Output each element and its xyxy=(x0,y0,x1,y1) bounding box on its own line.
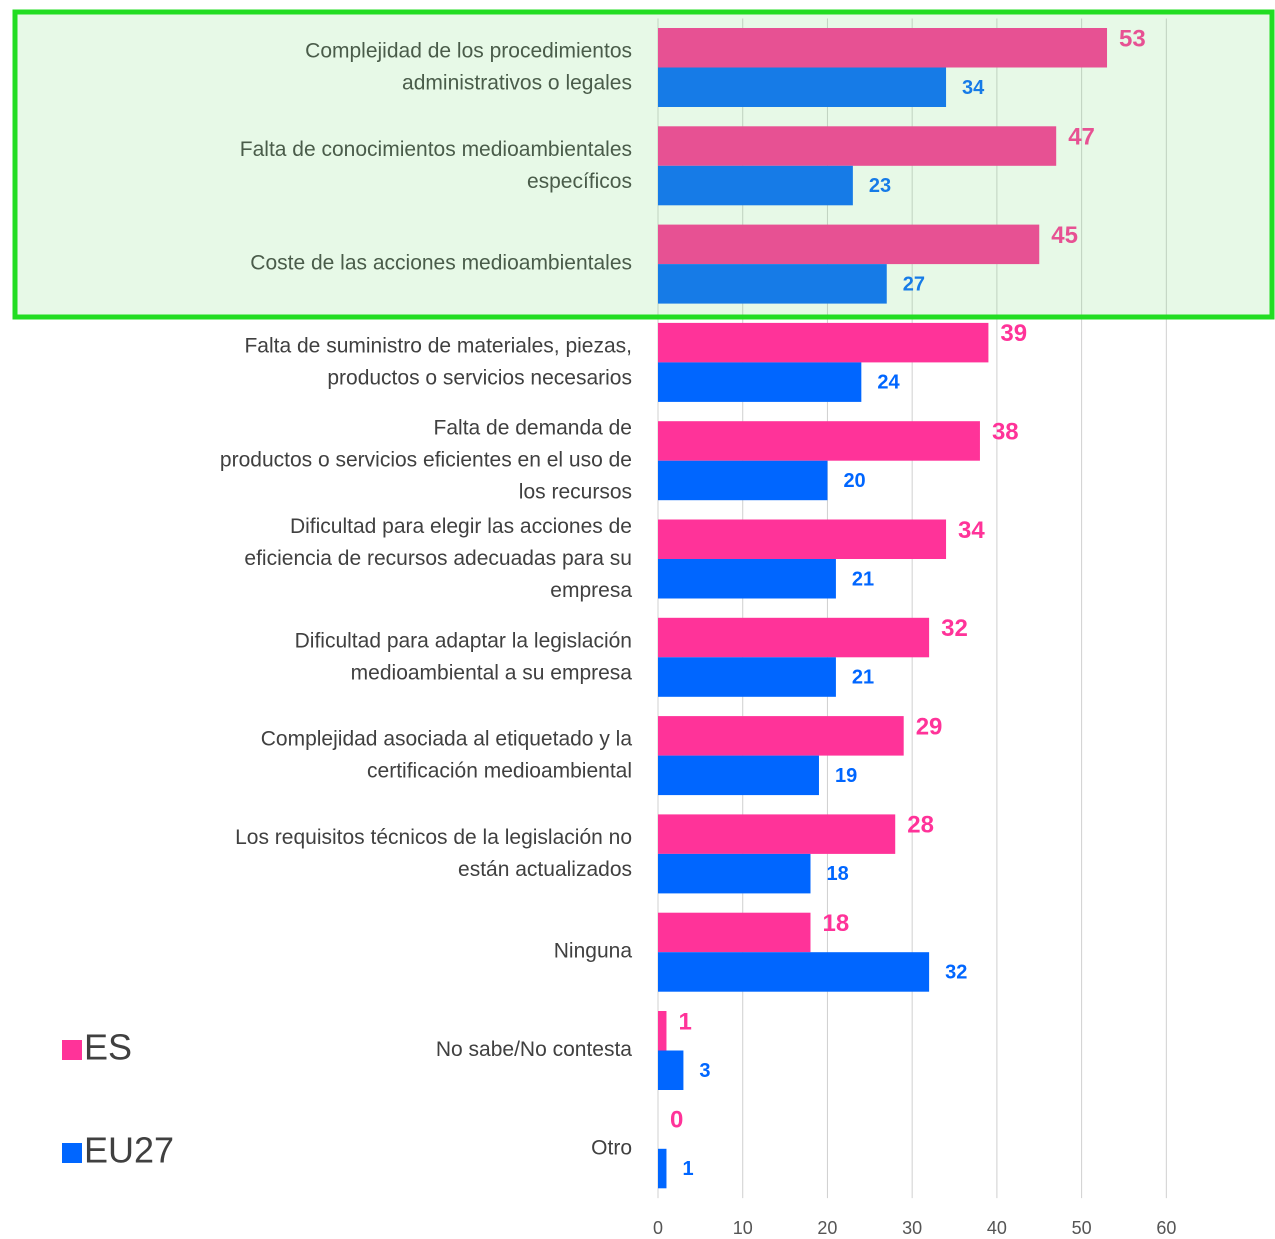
x-tick-label: 10 xyxy=(733,1218,753,1238)
category-label: Complejidad asociada al etiquetado y la c… xyxy=(261,727,633,782)
legend-label: EU27 xyxy=(84,1130,174,1171)
x-tick-label: 40 xyxy=(987,1218,1007,1238)
value-label: 34 xyxy=(958,517,985,544)
value-label: 24 xyxy=(877,372,900,394)
x-tick-label: 20 xyxy=(817,1218,837,1238)
category-label: Dificultad para elegir las acciones de ef… xyxy=(244,515,632,602)
bar xyxy=(658,755,819,796)
value-label: 23 xyxy=(869,175,891,197)
bar xyxy=(658,657,836,697)
value-label: 19 xyxy=(835,765,857,787)
category-label: Falta de demanda de productos o servicios… xyxy=(220,416,632,503)
value-label: 47 xyxy=(1068,124,1095,151)
bar xyxy=(658,617,930,658)
category-label: Dificultad para adaptar la legislación me… xyxy=(295,629,633,684)
bar xyxy=(658,912,811,953)
bar xyxy=(658,67,947,107)
value-label: 21 xyxy=(852,667,874,689)
bar xyxy=(658,952,930,992)
value-label: 32 xyxy=(945,961,967,983)
bar xyxy=(658,716,904,756)
bar xyxy=(658,1050,684,1090)
x-tick-label: 30 xyxy=(902,1218,922,1238)
value-label: 34 xyxy=(962,77,985,99)
category-label: No sabe/No contesta xyxy=(436,1038,632,1061)
category-label: Ninguna xyxy=(554,940,633,963)
bar xyxy=(658,362,862,402)
bar xyxy=(658,165,853,206)
value-label: 27 xyxy=(903,273,925,295)
category-label: Falta de suministro de materiales, pieza… xyxy=(244,334,632,389)
bar xyxy=(658,1011,667,1051)
value-label: 53 xyxy=(1119,25,1146,52)
legend-label: ES xyxy=(84,1027,132,1068)
bar xyxy=(658,264,887,304)
highlight-box xyxy=(12,9,1275,320)
value-label: 1 xyxy=(682,1158,693,1180)
bar xyxy=(658,853,811,894)
bar xyxy=(658,519,947,559)
value-label: 21 xyxy=(852,568,874,590)
legend-swatch xyxy=(62,1143,82,1163)
value-label: 45 xyxy=(1051,222,1078,249)
value-label: 3 xyxy=(699,1060,710,1082)
x-tick-label: 0 xyxy=(653,1218,663,1238)
value-label: 18 xyxy=(827,863,849,885)
category-label: Otro xyxy=(591,1136,632,1159)
value-label: 0 xyxy=(670,1107,683,1134)
value-label: 29 xyxy=(916,713,943,740)
bar xyxy=(658,224,1040,265)
value-label: 18 xyxy=(823,910,850,937)
value-label: 20 xyxy=(843,470,865,492)
bar xyxy=(658,814,896,854)
category-label: Los requisitos técnicos de la legislació… xyxy=(235,825,632,880)
x-tick-label: 50 xyxy=(1072,1218,1092,1238)
x-tick-label: 60 xyxy=(1156,1218,1176,1238)
legend-swatch xyxy=(62,1040,82,1060)
bar xyxy=(658,1148,667,1189)
value-label: 38 xyxy=(992,419,1019,446)
bar xyxy=(658,126,1057,166)
category-label: Falta de conocimientos medioambientales e… xyxy=(240,137,632,192)
bar xyxy=(658,559,836,599)
value-label: 39 xyxy=(1000,320,1027,347)
value-label: 32 xyxy=(941,615,968,642)
bar xyxy=(658,322,989,363)
bar xyxy=(658,28,1108,68)
category-label: Complejidad de los procedimientos adminis… xyxy=(305,39,632,94)
category-label: Coste de las acciones medioambientales xyxy=(250,252,632,275)
value-label: 28 xyxy=(907,812,934,839)
bar xyxy=(658,460,828,501)
value-label: 1 xyxy=(678,1008,691,1035)
bar xyxy=(658,421,980,461)
